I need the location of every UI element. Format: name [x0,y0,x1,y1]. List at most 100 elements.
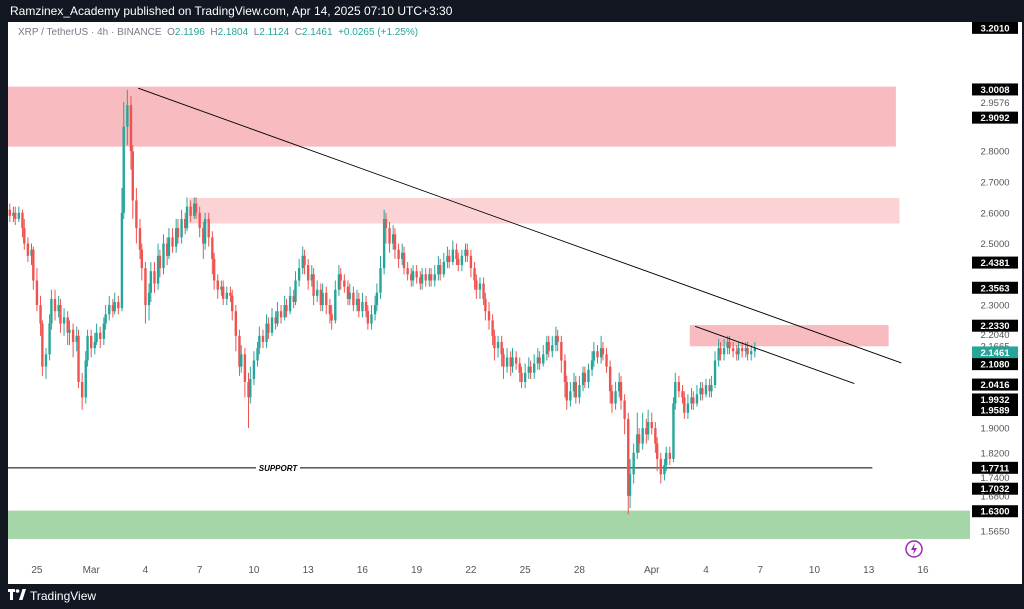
candle-body [406,268,409,275]
candle-body [551,345,554,352]
candle-body [252,360,256,379]
high-key: H [210,27,218,38]
candle-body [397,249,400,259]
candle-body [708,385,711,392]
change-value: +0.0265 (+1.25%) [338,27,419,38]
candle-body [306,265,310,281]
price-label-box [972,346,1018,359]
price-label-box [972,378,1018,391]
candle-body [677,382,681,392]
footer-brand[interactable]: TradingView [30,589,97,603]
candle-body [713,360,717,386]
candle-body [310,274,313,281]
price-label-box [972,111,1018,124]
candle-body [473,268,476,281]
time-tick: 10 [809,565,821,576]
candlestick-chart[interactable]: SUPPORT 3.2010 3.0008 2.9576 2.9092 2.8000 2.7… [8,21,1022,584]
candle-body [500,342,503,355]
candle-body [446,255,449,262]
candle-body [719,348,722,355]
candle-body [487,311,491,321]
candle-body [484,298,487,312]
candle-body [628,474,632,496]
time-tick: 13 [863,565,875,576]
candle-body [149,271,153,293]
price-label-box [972,281,1018,294]
time-tick: 4 [143,565,149,576]
time-tick: 22 [465,565,477,576]
candle-body [337,274,341,290]
candle-body [325,292,328,306]
candle-body [527,366,530,373]
candle-body [411,271,415,281]
candle-body [420,274,424,284]
candle-body [216,280,219,290]
publish-text: Ramzinex_Academy published on TradingVie… [10,4,453,18]
time-tick: 19 [411,565,423,576]
candle-body [659,458,662,475]
price-label: 2.1080 [980,360,1009,371]
price-label-box [972,461,1018,474]
candle-body [536,357,540,364]
price-tick: 2.8000 [980,147,1009,158]
candle-body [30,249,33,256]
candle-body [68,329,71,333]
resistance-zone-lower [689,325,889,347]
open-value: 2.1196 [174,27,205,38]
candle-body [505,357,509,367]
candle-body [663,465,666,475]
price-label: 1.7711 [981,463,1010,474]
candle-body [717,348,720,361]
candle-body [469,255,473,269]
high-value: 2.1804 [217,27,249,38]
candle-body [140,249,144,269]
candle-body [346,286,350,299]
candle-body [138,228,142,250]
price-label: 2.4381 [980,258,1010,269]
candle-body [592,351,596,361]
price-label: 3.2010 [980,23,1009,34]
candle-body [229,292,232,296]
candle-body [391,234,395,244]
candle-body [695,394,699,404]
candle-body [448,255,451,262]
candle-body [482,283,485,299]
price-tick: 2.9576 [980,98,1009,109]
candle-body [53,298,57,312]
candle-body [312,274,315,296]
candle-body [129,105,133,152]
open-key: O [167,27,175,38]
price-label: 2.2330 [980,321,1009,332]
candle-body [221,286,225,299]
candle-body [283,305,286,318]
candle-body [464,249,467,256]
price-label: 1.9932 [980,395,1009,406]
candle-body [26,243,30,256]
candle-body [636,434,639,453]
candle-body [683,397,686,413]
candle-body [681,391,684,398]
low-key: L [253,27,260,38]
candle-body [373,305,377,315]
candle-body [165,243,169,256]
candle-body [623,400,626,419]
candle-body [95,332,98,342]
candle-body [198,212,201,229]
candle-body [334,289,337,321]
candle-body [162,243,165,269]
candle-body [8,209,12,216]
candle-body [23,228,26,244]
candle-body [111,305,115,312]
chart-panel[interactable]: SUPPORT 3.2010 3.0008 2.9576 2.9092 2.8000 2.7… [8,21,1022,584]
ohlc-legend: XRP / TetherUS · 4h · BINANCE O2.1196 H2… [18,27,418,38]
time-tick: 13 [303,565,315,576]
price-label-box [972,358,1018,371]
candle-body [731,348,735,352]
candle-body [547,342,550,352]
resistance-zone-mid [188,198,900,224]
candle-body [419,277,422,284]
candle-body [565,382,568,401]
candle-body [21,212,24,229]
candle-body [231,295,234,312]
candle-body [57,305,60,312]
